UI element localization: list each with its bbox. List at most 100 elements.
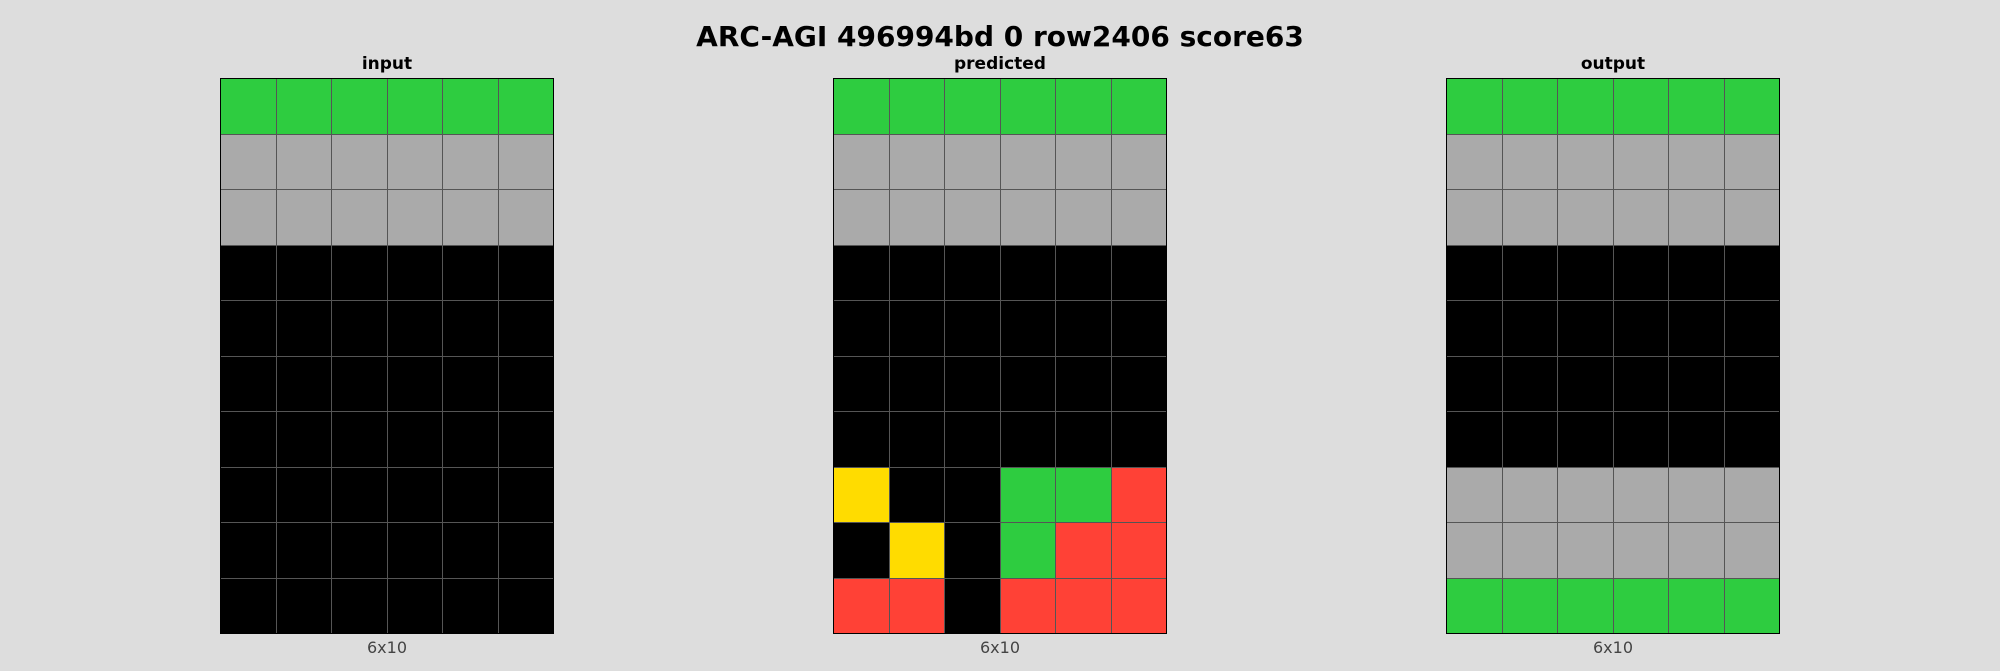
input-dims: 6x10 [366,638,407,657]
grid-cell [1447,190,1502,245]
predicted-label: predicted [954,54,1046,74]
grid-cell [889,412,944,467]
grid-cell [443,356,498,411]
grid-cell [1111,245,1166,300]
grid-cell [1056,578,1111,633]
grid-cell [1558,190,1613,245]
grid-cell [1502,578,1557,633]
grid-cell [1000,301,1055,356]
grid-cell [1724,301,1779,356]
grid-cell [387,356,442,411]
grid-cell [834,356,889,411]
grid-cell [276,245,331,300]
grid-cell [1447,356,1502,411]
grid-cell [443,578,498,633]
grid-cell [1558,356,1613,411]
grid-cell [443,190,498,245]
grid-cell [1000,523,1055,578]
grid-cell [387,578,442,633]
grid-cell [889,79,944,134]
grid-cell [834,578,889,633]
grid-cell [276,523,331,578]
grid-cell [834,412,889,467]
grid-cell [1111,134,1166,189]
grid-cell [889,190,944,245]
grid-cell [221,301,276,356]
grid-cell [1613,134,1668,189]
grid-cell [1056,467,1111,522]
grid-cell [221,190,276,245]
grid-cell [1724,245,1779,300]
grid-cell [1000,356,1055,411]
grid-cell [1724,467,1779,522]
grid-cell [387,190,442,245]
grid-cell [1111,578,1166,633]
grid-cell [498,467,553,522]
grid-cell [332,578,387,633]
grid-cell [1447,523,1502,578]
grid-cell [945,356,1000,411]
grid-cell [498,301,553,356]
grid-cell [332,245,387,300]
grid-cell [1447,578,1502,633]
grid-cell [1111,356,1166,411]
grid-cell [332,79,387,134]
grid-cell [1502,245,1557,300]
grid-cell [1613,190,1668,245]
grid-cell [1111,301,1166,356]
grid-cell [1724,523,1779,578]
grid-cell [498,245,553,300]
grid-cell [443,245,498,300]
grid-cell [387,412,442,467]
grid-cell [1056,356,1111,411]
grid-cell [1502,467,1557,522]
grid-cell [498,190,553,245]
grid-cell [221,412,276,467]
grid-cell [945,301,1000,356]
grid-cell [1056,79,1111,134]
grid-cell [1669,301,1724,356]
grid-cell [1558,412,1613,467]
grid-cell [1000,245,1055,300]
grid-cell [1447,301,1502,356]
grid-cell [1724,79,1779,134]
grid-cell [443,523,498,578]
grid-cell [1558,245,1613,300]
grid-cell [1558,467,1613,522]
grid-cell [1447,467,1502,522]
grid-cell [276,79,331,134]
grid-cell [1056,523,1111,578]
grid-cell [1558,301,1613,356]
grid-cell [1111,467,1166,522]
predicted-grid [833,78,1167,634]
grid-cell [1669,79,1724,134]
grid-cell [276,190,331,245]
grid-cell [1000,412,1055,467]
grid-cell [1056,190,1111,245]
grid-cell [332,467,387,522]
grid-cell [276,578,331,633]
grid-cell [1724,134,1779,189]
grid-cell [834,301,889,356]
grid-cell [332,134,387,189]
grid-cell [945,245,1000,300]
grid-cell [1000,134,1055,189]
grid-cell [1669,578,1724,633]
grid-cell [834,190,889,245]
grid-cell [1558,79,1613,134]
grid-cell [1558,134,1613,189]
grid-cell [221,523,276,578]
grid-cell [498,134,553,189]
grid-cell [834,134,889,189]
grid-cell [276,356,331,411]
grid-cell [1724,412,1779,467]
grid-cell [1558,523,1613,578]
grid-cell [1613,412,1668,467]
grid-cell [221,134,276,189]
grid-cell [1000,467,1055,522]
grid-cell [1613,79,1668,134]
grid-cell [498,356,553,411]
grid-cell [1447,412,1502,467]
grid-cell [834,467,889,522]
grid-cell [1724,578,1779,633]
